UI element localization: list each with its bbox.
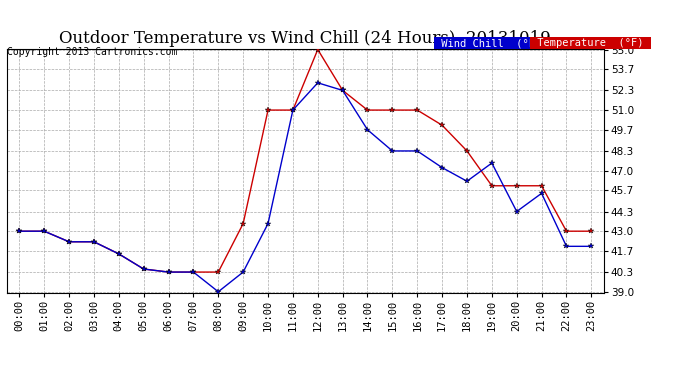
Text: Wind Chill  (°F): Wind Chill (°F) [435,38,547,48]
Title: Outdoor Temperature vs Wind Chill (24 Hours)  20131019: Outdoor Temperature vs Wind Chill (24 Ho… [59,30,551,47]
Text: Copyright 2013 Cartronics.com: Copyright 2013 Cartronics.com [7,47,177,57]
Text: Temperature  (°F): Temperature (°F) [531,38,650,48]
